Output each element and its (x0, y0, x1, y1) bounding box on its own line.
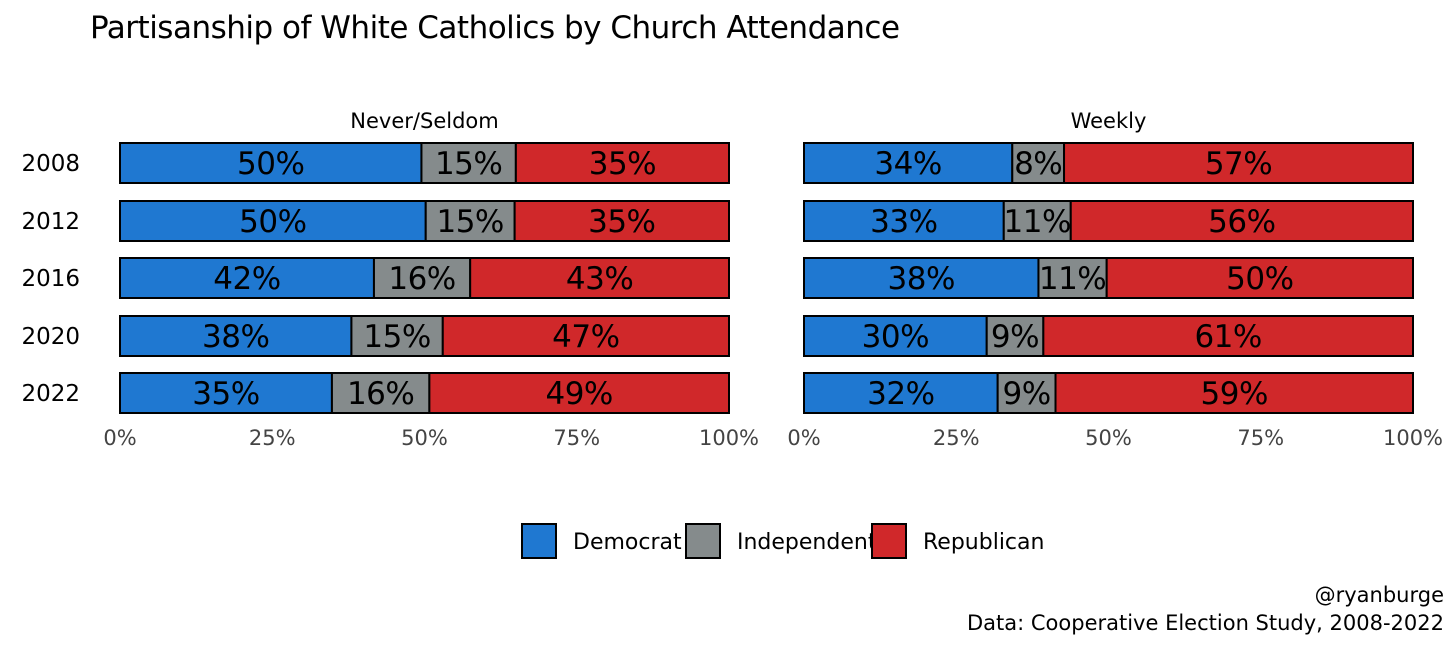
bar-independent (420, 142, 517, 184)
bar-republican (1105, 257, 1414, 299)
bar-republican (441, 315, 730, 357)
chart-panels: 2008 2012 2016 2020 2022 Never/Seldom 50% 15% 35… (21, 109, 1443, 450)
bar-republican (514, 142, 730, 184)
panel-never-seldom: Never/Seldom 50% 15% 35% 50% 15% 35% 42% 16% 43% 3… (103, 109, 759, 450)
data-label: 15% (436, 204, 503, 240)
bar-democrat (803, 142, 1014, 184)
legend-label-republican: Republican (923, 530, 1044, 555)
x-tick-label: 25% (249, 426, 296, 450)
data-label: 32% (867, 376, 934, 412)
data-label: 16% (388, 261, 455, 297)
data-label: 9% (991, 319, 1039, 355)
y-tick-label: 2020 (21, 324, 80, 350)
bar-republican (1054, 372, 1414, 414)
bar-democrat (803, 200, 1005, 242)
legend-label-democrat: Democrat (573, 530, 682, 555)
x-tick-label: 50% (401, 426, 448, 450)
data-label: 38% (888, 261, 955, 297)
bar-democrat (803, 372, 999, 414)
y-tick-label: 2022 (21, 381, 80, 407)
data-label: 35% (588, 204, 655, 240)
legend-item-democrat: Democrat (521, 523, 682, 559)
legend-label-independent: Independent (737, 530, 877, 555)
legend-swatch-republican (871, 523, 907, 559)
data-label: 47% (552, 319, 619, 355)
data-label: 56% (1208, 204, 1275, 240)
legend-item-republican: Republican (871, 523, 1044, 559)
data-label: 59% (1201, 376, 1268, 412)
bar-republican (513, 200, 731, 242)
bar-independent (1037, 257, 1108, 299)
data-label: 34% (874, 146, 941, 182)
x-tick-label: 0% (103, 426, 136, 450)
bar-independent (1011, 142, 1066, 184)
data-label: 43% (566, 261, 633, 297)
data-label: 16% (347, 376, 414, 412)
bar-independent (996, 372, 1057, 414)
bar-democrat (119, 372, 333, 414)
x-tick-label: 100% (1383, 426, 1443, 450)
bar-democrat (803, 315, 988, 357)
data-label: 9% (1002, 376, 1050, 412)
x-tick-label: 50% (1085, 426, 1132, 450)
y-tick-label: 2012 (21, 209, 80, 235)
data-label: 11% (1039, 261, 1106, 297)
data-label: 30% (862, 319, 929, 355)
facet-label: Weekly (1071, 109, 1147, 133)
data-label: 50% (239, 204, 306, 240)
legend: Democrat Independent Republican (521, 523, 1044, 559)
bar-democrat (119, 142, 423, 184)
bar-republican (1069, 200, 1414, 242)
x-tick-label: 75% (1237, 426, 1284, 450)
bar-independent (330, 372, 431, 414)
panel-weekly: Weekly 34% 8% 57% 33% 11% 56% 38% 11% 50% 30% 9% 61%… (787, 109, 1443, 450)
bar-republican (428, 372, 730, 414)
y-tick-label: 2008 (21, 151, 80, 177)
x-tick-label: 100% (699, 426, 759, 450)
x-tick-label: 25% (933, 426, 980, 450)
bar-republican (1042, 315, 1415, 357)
data-label: 50% (237, 146, 304, 182)
bar-independent (424, 200, 516, 242)
data-label: 38% (202, 319, 269, 355)
data-label: 35% (192, 376, 259, 412)
data-label: 57% (1205, 146, 1272, 182)
legend-swatch-independent (685, 523, 721, 559)
data-label: 42% (213, 261, 280, 297)
data-label: 15% (435, 146, 502, 182)
chart-title: Partisanship of White Catholics by Churc… (90, 10, 900, 46)
data-label: 11% (1004, 204, 1071, 240)
bar-democrat (803, 257, 1040, 299)
bar-democrat (119, 315, 353, 357)
bar-republican (1063, 142, 1414, 184)
data-label: 35% (589, 146, 656, 182)
x-tick-label: 75% (553, 426, 600, 450)
bar-independent (372, 257, 472, 299)
data-label: 61% (1194, 319, 1261, 355)
data-label: 15% (363, 319, 430, 355)
data-label: 33% (870, 204, 937, 240)
data-label: 50% (1226, 261, 1293, 297)
facet-label: Never/Seldom (350, 109, 498, 133)
y-tick-label: 2016 (21, 266, 80, 292)
bar-democrat (119, 257, 375, 299)
caption-source: Data: Cooperative Election Study, 2008-2… (967, 611, 1444, 635)
x-tick-label: 0% (787, 426, 820, 450)
legend-item-independent: Independent (685, 523, 877, 559)
caption-credit: @ryanburge (1315, 583, 1444, 607)
bar-republican (469, 257, 730, 299)
legend-swatch-democrat (521, 523, 557, 559)
data-label: 49% (545, 376, 612, 412)
data-label: 8% (1014, 146, 1062, 182)
bar-independent (1002, 200, 1072, 242)
